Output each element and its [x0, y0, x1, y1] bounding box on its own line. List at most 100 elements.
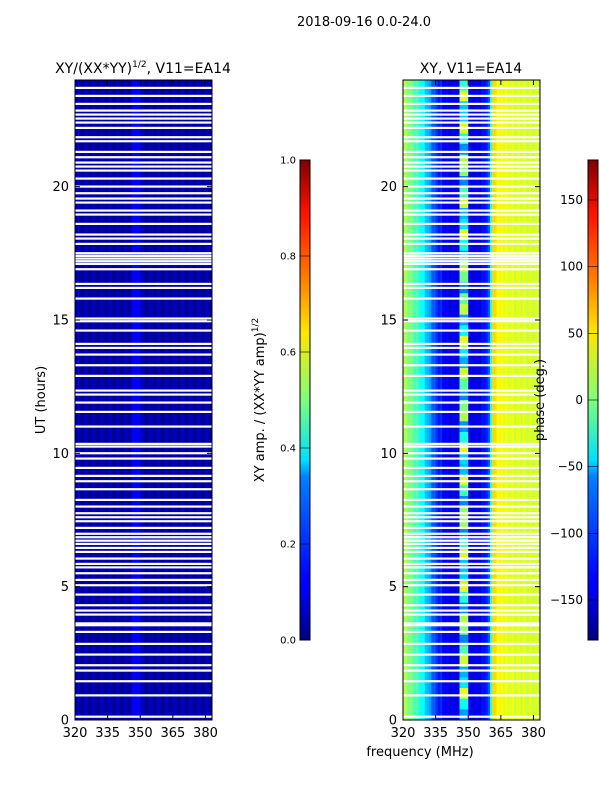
right-heatmap-column	[409, 80, 413, 720]
right-heatmap-column	[418, 80, 421, 720]
colorbar-tick-label: 0.8	[280, 252, 296, 263]
y-tick-label: 20	[380, 180, 397, 195]
data-gap	[403, 578, 540, 581]
data-gap	[75, 609, 212, 612]
data-gap	[403, 161, 540, 164]
data-gap	[403, 252, 540, 255]
right-heatmap-band-segment	[459, 176, 469, 188]
left-heatmap-column	[172, 80, 176, 720]
left-heatmap-column	[98, 80, 102, 720]
left-heatmap-column	[114, 80, 117, 720]
right-heatmap-column	[420, 80, 424, 720]
data-gap	[403, 584, 540, 587]
right-heatmap-band-segment	[459, 496, 469, 508]
data-gap	[403, 242, 540, 245]
left-heatmap-column	[194, 80, 198, 720]
data-gap	[75, 252, 212, 255]
right-heatmap-column	[476, 80, 480, 720]
data-gap	[403, 192, 540, 195]
left-heatmap-column	[157, 80, 161, 720]
data-gap	[403, 213, 540, 216]
data-gap	[75, 109, 212, 112]
left-heatmap-column	[175, 80, 178, 720]
data-gap	[403, 209, 540, 212]
colorbar-tick-label: 0.0	[280, 636, 296, 647]
data-gap	[403, 237, 540, 240]
data-gap	[403, 342, 540, 345]
left-plot-frame	[74, 79, 213, 721]
right-heatmap-band-segment	[459, 80, 469, 92]
right-heatmap-band-segment	[459, 602, 469, 614]
data-gap	[75, 346, 212, 349]
data-gap	[75, 364, 212, 367]
data-gap	[75, 653, 212, 656]
data-gap	[403, 680, 540, 683]
right-heatmap-column	[426, 80, 430, 720]
data-gap	[403, 488, 540, 491]
data-gap	[403, 140, 540, 143]
right-heatmap-band-segment	[459, 560, 469, 572]
right-heatmap-band-segment	[459, 592, 469, 604]
data-gap	[75, 374, 212, 377]
data-gap	[403, 121, 540, 124]
right-heatmap-band-segment	[459, 101, 469, 113]
data-gap	[75, 624, 212, 627]
left-heatmap-column	[144, 80, 148, 720]
right-heatmap-band-segment	[459, 368, 469, 380]
data-gap	[403, 222, 540, 225]
data-gap	[75, 185, 212, 188]
left-heatmap-column	[207, 80, 211, 720]
y-tick-label: 0	[389, 714, 397, 729]
left-panel: XY/(XX*YY)1/2, V11=EA14 320 335 350 365 380 0…	[34, 60, 231, 741]
right-heatmap-column	[494, 80, 498, 720]
y-tick-label: 5	[389, 580, 397, 595]
right-heatmap-column	[455, 80, 458, 720]
data-gap	[403, 169, 540, 172]
data-gap	[75, 257, 212, 260]
data-gap	[403, 566, 540, 569]
data-gap	[75, 557, 212, 560]
data-gap	[403, 257, 540, 260]
right-heatmap-band-segment	[459, 709, 469, 720]
left-colorbar-label: XY amp. / (XX*YY amp)1/2	[251, 318, 268, 482]
data-gap	[75, 488, 212, 491]
data-gap	[75, 642, 212, 645]
right-heatmap-band-segment	[459, 549, 469, 561]
left-heatmap-column	[90, 80, 93, 720]
data-gap	[75, 113, 212, 116]
data-gap	[75, 516, 212, 519]
right-colorbar: 150 100 50 0 −50 −100 −150 phase (deg.)	[533, 159, 599, 641]
data-gap	[75, 474, 212, 477]
y-tick-label: 0	[61, 714, 69, 729]
data-gap	[403, 113, 540, 116]
data-gap	[75, 86, 212, 89]
right-heatmap-band-segment	[459, 613, 469, 625]
left-heatmap-column	[81, 80, 85, 720]
right-heatmap-column	[535, 80, 539, 720]
right-heatmap-column	[529, 80, 532, 720]
data-gap	[403, 642, 540, 645]
left-heatmap-column	[83, 80, 87, 720]
right-heatmap-band-segment	[459, 336, 469, 348]
data-gap	[403, 165, 540, 168]
right-heatmap-column	[507, 80, 511, 720]
xlabel-frequency: frequency (MHz)	[366, 745, 473, 760]
right-heatmap-column	[437, 80, 441, 720]
right-heatmap-column	[442, 80, 445, 720]
right-heatmap-column	[416, 80, 419, 720]
data-gap	[403, 445, 540, 448]
right-heatmap-band-segment	[459, 656, 469, 668]
data-gap	[403, 286, 540, 289]
data-gap	[403, 364, 540, 367]
left-heatmap-column	[94, 80, 98, 720]
left-heatmap-column	[192, 80, 196, 720]
data-gap	[403, 177, 540, 180]
left-heatmap-column	[131, 80, 135, 720]
left-heatmap-column	[120, 80, 124, 720]
data-gap	[75, 213, 212, 216]
right-heatmap-column	[407, 80, 411, 720]
left-heatmap	[75, 80, 212, 720]
data-gap	[75, 201, 212, 204]
data-gap	[75, 546, 212, 549]
left-heatmap-column	[148, 80, 152, 720]
